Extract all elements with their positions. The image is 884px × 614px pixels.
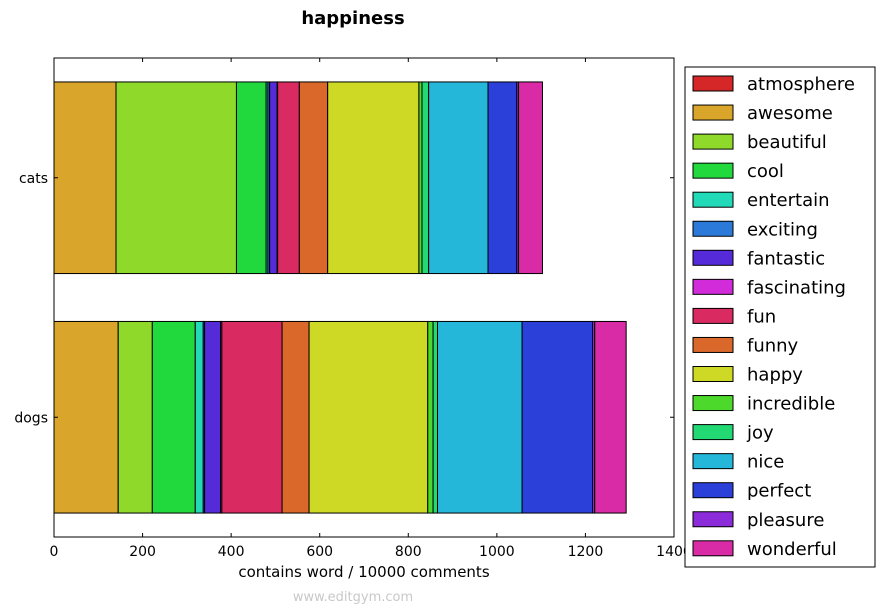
legend-label-beautiful: beautiful [747, 132, 827, 153]
y-tick-label-dogs: dogs [14, 410, 48, 426]
legend-label-cool: cool [747, 161, 784, 182]
x-tick-label: 1000 [479, 544, 515, 560]
x-tick-label: 1200 [568, 544, 604, 560]
legend-swatch-entertain [692, 191, 734, 208]
legend-label-fascinating: fascinating [747, 277, 846, 298]
legend-label-fun: fun [747, 306, 776, 327]
legend: atmosphere awesome beautiful cool entertain e… [684, 66, 876, 568]
bars-layer [53, 81, 627, 514]
legend-label-entertain: entertain [747, 190, 830, 211]
bar-dogs-nice [437, 320, 523, 514]
bar-dogs-funny [281, 320, 310, 514]
plot-frame [53, 57, 675, 538]
bar-cats-fantastic [269, 81, 278, 275]
bar-dogs-happy [308, 320, 429, 514]
bar-cats-nice [428, 81, 489, 275]
ticks-layer: 0 200 400 600 800 1000 1200 1400 cats dogs [14, 58, 692, 560]
legend-swatch-nice [692, 453, 734, 470]
bar-dogs-beautiful [117, 320, 153, 514]
legend-swatch-happy [692, 366, 734, 382]
watermark: www.editgym.com [293, 590, 413, 605]
x-tick-label: 600 [306, 544, 333, 560]
legend-label-funny: funny [747, 335, 799, 356]
bar-dogs-perfect [521, 320, 594, 514]
x-tick-label: 400 [218, 544, 245, 560]
legend-label-awesome: awesome [747, 103, 833, 124]
x-tick-label: 200 [129, 544, 156, 560]
legend-label-fantastic: fantastic [747, 248, 825, 269]
legend-swatch-exciting [692, 220, 734, 237]
legend-swatch-cool [692, 162, 734, 179]
bar-cats-happy [327, 81, 420, 275]
legend-swatch-joy [692, 424, 734, 441]
legend-label-atmosphere: atmosphere [747, 74, 855, 95]
bar-dogs-wonderful [594, 320, 627, 514]
y-tick-label-cats: cats [19, 171, 48, 187]
legend-swatch-pleasure [692, 511, 734, 528]
legend-swatch-incredible [692, 395, 734, 412]
legend-swatch-wonderful [692, 540, 734, 557]
legend-swatch-perfect [692, 482, 734, 499]
legend-swatch-funny [692, 336, 734, 353]
legend-swatch-fun [692, 307, 734, 324]
bar-dogs-fun [221, 320, 283, 514]
bar-cats-joy [421, 81, 430, 275]
bar-dogs-awesome [53, 320, 119, 514]
bar-dogs-cool [151, 320, 196, 514]
legend-swatch-beautiful [692, 133, 734, 150]
chart-title: happiness [301, 8, 404, 29]
bar-cats-fun [277, 81, 300, 275]
legend-swatch-awesome [692, 104, 734, 121]
legend-label-pleasure: pleasure [747, 510, 824, 531]
x-tick-label: 1400 [656, 544, 692, 560]
bar-dogs-entertain [194, 320, 204, 514]
bar-cats-cool [235, 81, 267, 275]
x-tick-label: 800 [395, 544, 422, 560]
legend-label-happy: happy [747, 365, 803, 386]
bar-cats-perfect [487, 81, 518, 275]
legend-label-perfect: perfect [747, 481, 811, 502]
legend-label-nice: nice [747, 452, 784, 473]
legend-label-wonderful: wonderful [747, 539, 837, 560]
bar-dogs-fantastic [204, 320, 222, 514]
x-tick-label: 0 [50, 544, 59, 560]
bar-dogs-joy [432, 320, 439, 514]
legend-swatch-atmosphere [692, 75, 734, 92]
x-axis-label: contains word / 10000 comments [238, 563, 489, 581]
legend-swatch-fascinating [692, 278, 734, 295]
bar-dogs-incredible [427, 320, 434, 514]
bar-cats-wonderful [518, 81, 543, 275]
legend-label-joy: joy [746, 423, 774, 444]
bar-cats-funny [298, 81, 329, 275]
bar-cats-awesome [53, 81, 117, 275]
bar-cats-beautiful [115, 81, 237, 275]
legend-label-exciting: exciting [747, 219, 818, 240]
legend-swatch-fantastic [692, 249, 734, 266]
legend-label-incredible: incredible [747, 394, 835, 415]
